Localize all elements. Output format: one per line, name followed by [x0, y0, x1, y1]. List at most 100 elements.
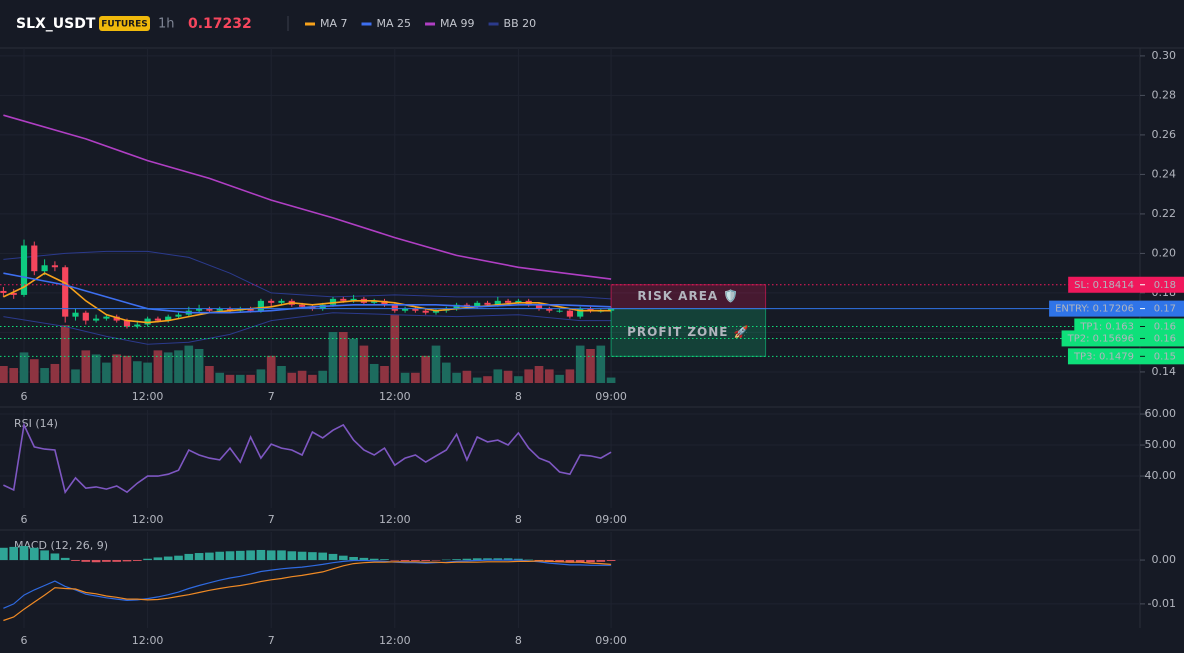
candle-body	[62, 267, 69, 317]
macd-histogram-bar	[359, 557, 369, 561]
ma-line	[3, 114, 612, 280]
macd-histogram-bar	[411, 560, 420, 561]
bb-upper	[3, 250, 612, 300]
macd-histogram-bar	[246, 550, 255, 561]
zone	[610, 308, 767, 357]
volume-bar	[297, 370, 307, 383]
volume-bar	[122, 355, 132, 383]
macd-histogram-bar	[308, 552, 317, 561]
candle-body	[391, 304, 398, 311]
macd-histogram-bar	[338, 555, 348, 561]
y-tick-label: -0.01	[1148, 597, 1176, 610]
macd-histogram-bar	[606, 560, 616, 561]
y-tick-label: 0.00	[1152, 553, 1177, 566]
y-tick-label: 0.20	[1152, 246, 1177, 259]
candle-body	[299, 304, 306, 307]
level-axis-label: 0.18	[1154, 280, 1176, 291]
candle-body	[278, 300, 285, 303]
volume-bar	[390, 315, 400, 383]
x-tick-label: 6	[20, 513, 27, 526]
level-pill	[1068, 276, 1184, 293]
candle-body	[113, 316, 120, 321]
price: 0.17232	[188, 16, 252, 32]
candle-body	[51, 265, 58, 268]
macd-histogram-bar	[71, 560, 80, 561]
candle-body	[93, 318, 100, 321]
volume-bar	[112, 354, 122, 383]
macd-histogram-bar	[91, 560, 101, 563]
bb-lower	[3, 312, 612, 345]
macd-histogram-bar	[60, 557, 70, 561]
candle-body	[257, 300, 264, 311]
macd-histogram-bar	[483, 558, 492, 561]
x-tick-label: 8	[515, 513, 522, 526]
macd-histogram-bar	[565, 560, 575, 563]
x-tick-label: 09:00	[595, 513, 627, 526]
volume-bar	[524, 369, 534, 383]
macd-histogram-bar	[19, 546, 29, 561]
interval: 1h	[158, 17, 175, 32]
volume-bar	[205, 366, 214, 383]
candle-body	[371, 300, 378, 303]
macd-histogram-bar	[184, 553, 194, 561]
macd-histogram-bar	[524, 559, 534, 561]
macd-histogram-bar	[462, 558, 472, 561]
macd-histogram-bar	[143, 558, 152, 561]
candle-body	[515, 300, 522, 303]
volume-bar	[359, 345, 369, 383]
volume-bar	[194, 349, 204, 383]
candle-body	[154, 318, 161, 321]
x-tick-label: 09:00	[595, 390, 627, 403]
candle-body	[350, 298, 357, 301]
candle-body	[432, 310, 440, 313]
x-tick-label: 12:00	[132, 634, 164, 647]
macd-histogram-bar	[102, 560, 111, 562]
level-axis-label: 0.17	[1154, 304, 1176, 315]
macd-histogram-bar	[472, 558, 482, 561]
y-tick-label: 60.00	[1145, 407, 1177, 420]
level-label: TP2: 0.15696	[1067, 333, 1134, 344]
macd-histogram-bar	[441, 559, 451, 561]
candle-body	[556, 310, 563, 312]
macd-histogram-bar	[514, 558, 523, 561]
candle-body	[474, 302, 481, 307]
macd-histogram-bar	[256, 549, 266, 561]
macd-histogram-bar	[349, 556, 358, 561]
x-tick-label: 8	[515, 634, 522, 647]
volume-bar	[483, 376, 492, 383]
candle-body	[422, 310, 429, 313]
macd-histogram-bar	[225, 551, 235, 561]
candle-body	[165, 316, 172, 321]
macd-histogram-bar	[287, 551, 297, 561]
volume-bar	[493, 369, 503, 383]
y-tick-label: 40.00	[1145, 469, 1177, 482]
volume-bar	[318, 370, 328, 383]
volume-bar	[9, 368, 19, 383]
macd-histogram-bar	[586, 560, 595, 563]
volume-bar	[91, 354, 101, 383]
macd-histogram-bar	[328, 553, 338, 561]
volume-bar	[287, 372, 297, 383]
volume-bar	[40, 368, 49, 383]
y-tick-label: 0.14	[1152, 365, 1177, 378]
level-label: SL: 0.18414	[1074, 280, 1134, 291]
volume-bar	[338, 332, 348, 383]
macd-histogram-bar	[194, 553, 204, 561]
x-tick-label: 6	[20, 390, 27, 403]
macd-histogram-bar	[297, 551, 307, 561]
pane-title: RSI (14)	[14, 417, 58, 430]
macd-histogram-bar	[163, 556, 173, 561]
macd-histogram-bar	[369, 558, 379, 561]
volume-bar	[462, 370, 472, 383]
candle-body	[546, 308, 553, 311]
rsi-line	[3, 422, 612, 495]
candle-body	[72, 312, 79, 317]
x-tick-label: 12:00	[132, 513, 164, 526]
macd-histogram-bar	[400, 560, 410, 561]
candle-body	[566, 310, 573, 317]
volume-bar	[534, 366, 544, 383]
candle-body	[175, 314, 182, 317]
macd-histogram-bar	[318, 552, 328, 561]
volume-bar	[400, 372, 410, 383]
level-label: ENTRY: 0.17206	[1055, 304, 1134, 315]
